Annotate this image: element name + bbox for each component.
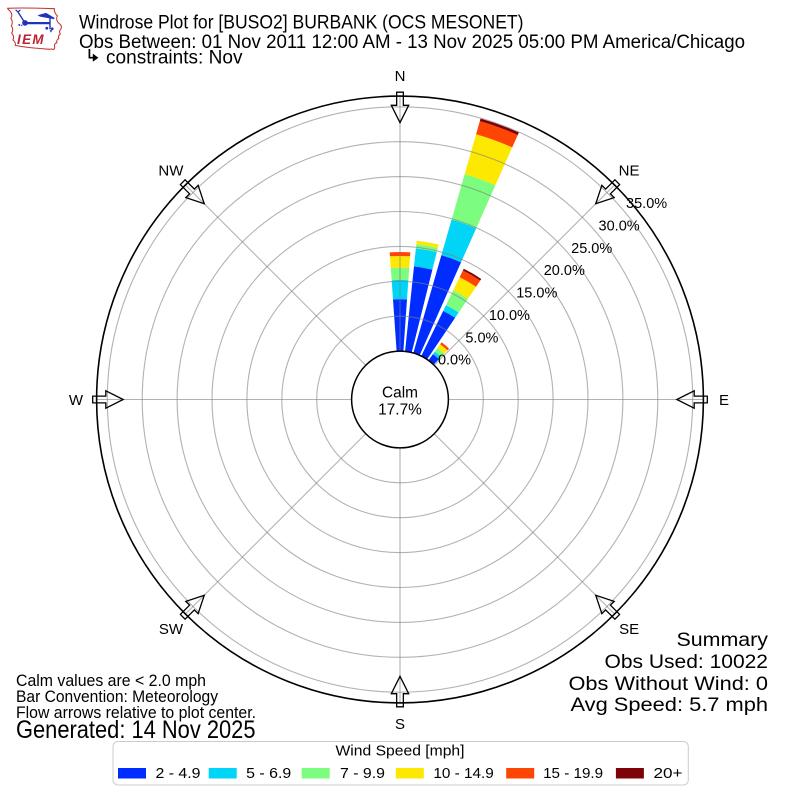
svg-text:NE: NE [619,163,640,180]
svg-text:2 - 4.9: 2 - 4.9 [156,766,201,782]
svg-text:Obs Between: 01 Nov 2011 12:00: Obs Between: 01 Nov 2011 12:00 AM - 13 N… [79,32,745,53]
svg-text:Summary: Summary [677,629,769,651]
svg-text:Bar Convention: Meteorology: Bar Convention: Meteorology [16,687,219,706]
svg-text:17.7%: 17.7% [378,402,422,419]
svg-text:SW: SW [159,621,184,638]
svg-text:5 - 6.9: 5 - 6.9 [246,766,291,782]
svg-text:Calm values are < 2.0 mph: Calm values are < 2.0 mph [16,671,206,690]
svg-text:7 - 9.9: 7 - 9.9 [340,766,385,782]
svg-text:Obs Used: 10022: Obs Used: 10022 [605,651,769,673]
svg-text:25.0%: 25.0% [571,241,612,257]
svg-text:Wind Speed [mph]: Wind Speed [mph] [336,744,465,760]
svg-text:N: N [395,68,406,85]
svg-text:15.0%: 15.0% [516,286,557,302]
svg-text:5.0%: 5.0% [465,330,498,346]
svg-text:30.0%: 30.0% [599,218,640,234]
svg-text:W: W [69,392,84,409]
svg-text:Windrose Plot for [BUSO2] BURB: Windrose Plot for [BUSO2] BURBANK (OCS M… [79,13,524,34]
svg-text:0.0%: 0.0% [438,353,471,369]
svg-text:20+: 20+ [654,766,683,782]
svg-text:Avg Speed: 5.7 mph: Avg Speed: 5.7 mph [571,694,769,716]
svg-text:SE: SE [619,621,639,638]
svg-text:S: S [395,716,405,733]
svg-text:E: E [719,392,729,409]
svg-text:Generated: 14 Nov 2025: Generated: 14 Nov 2025 [16,716,256,744]
svg-text:15 - 19.9: 15 - 19.9 [543,766,603,782]
svg-text:NW: NW [158,163,184,180]
svg-text:10 - 14.9: 10 - 14.9 [433,766,493,782]
svg-text:10.0%: 10.0% [489,308,530,324]
svg-text:constraints: Nov: constraints: Nov [106,47,243,68]
svg-text:20.0%: 20.0% [544,263,585,279]
svg-text:Calm: Calm [382,385,418,402]
svg-text:35.0%: 35.0% [626,196,667,212]
svg-text:Flow arrows relative to plot c: Flow arrows relative to plot center. [16,703,256,722]
svg-text:IEM: IEM [17,32,44,47]
svg-text:Obs Without Wind: 0: Obs Without Wind: 0 [569,673,769,695]
